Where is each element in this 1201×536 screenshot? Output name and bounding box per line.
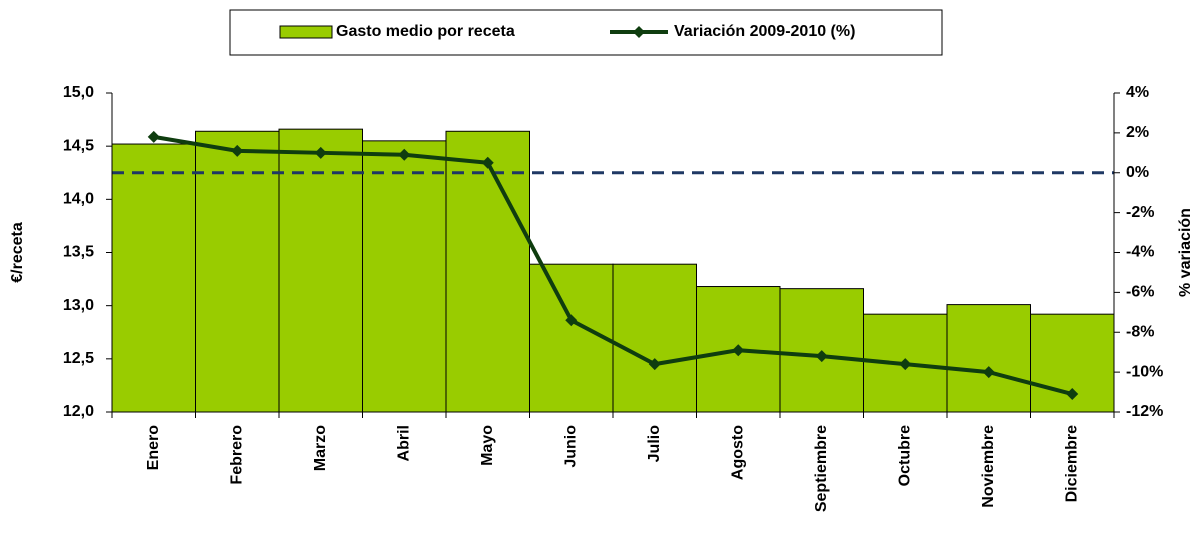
legend-label: Gasto medio por receta (336, 23, 515, 40)
line-marker (314, 146, 327, 159)
y2-tick-label: -6% (1126, 284, 1154, 301)
x-tick-label: Mayo (479, 425, 496, 466)
y2-tick-label: -10% (1126, 363, 1163, 380)
line-marker (732, 344, 745, 357)
y-tick-label: 12,0 (63, 403, 94, 420)
bar (946, 304, 1031, 413)
y2-tick-label: -2% (1126, 204, 1154, 221)
x-tick-label: Julio (646, 425, 663, 463)
y2-tick-label: -12% (1126, 403, 1163, 420)
y-tick-label: 12,5 (63, 350, 94, 367)
line-marker (815, 350, 828, 363)
bar (445, 130, 530, 413)
y2-tick-label: 0% (1126, 164, 1149, 181)
x-tick-label: Marzo (312, 425, 329, 471)
y-tick-label: 13,5 (63, 244, 94, 261)
legend-box (229, 9, 943, 56)
y2-tick-label: 4% (1126, 84, 1149, 101)
bar (612, 263, 697, 413)
bar (529, 263, 614, 413)
line-marker (982, 366, 995, 379)
x-tick-label: Noviembre (980, 425, 997, 508)
line-marker (398, 148, 411, 161)
x-tick-label: Diciembre (1063, 425, 1080, 502)
x-tick-label: Abril (395, 425, 412, 461)
x-tick-label: Septiembre (813, 425, 830, 512)
y-axis-label: €/receta (9, 222, 26, 283)
y-tick-label: 13,0 (63, 297, 94, 314)
line-marker (565, 314, 578, 327)
line-marker (1066, 388, 1079, 401)
line-marker (899, 358, 912, 371)
x-tick-label: Octubre (896, 425, 913, 486)
y2-tick-label: 2% (1126, 124, 1149, 141)
line-marker (481, 156, 494, 169)
bar (278, 128, 363, 413)
y-tick-label: 14,0 (63, 191, 94, 208)
y-tick-label: 15,0 (63, 84, 94, 101)
x-tick-label: Febrero (228, 425, 245, 485)
x-tick-label: Enero (145, 425, 162, 471)
y2-axis-label: % variación (1177, 208, 1194, 297)
x-tick-label: Agosto (729, 425, 746, 480)
y-tick-label: 14,5 (63, 137, 94, 154)
line-marker (147, 130, 160, 143)
line-marker (231, 144, 244, 157)
y2-tick-label: -4% (1126, 244, 1154, 261)
legend-label: Variación 2009-2010 (%) (674, 23, 855, 40)
bar (362, 140, 447, 413)
bar (111, 143, 196, 413)
legend-marker (633, 26, 645, 38)
legend-swatch (279, 25, 333, 39)
bar (195, 130, 280, 413)
x-tick-label: Junio (562, 425, 579, 468)
y2-tick-label: -8% (1126, 323, 1154, 340)
line (153, 134, 1073, 396)
line-marker (648, 358, 661, 371)
